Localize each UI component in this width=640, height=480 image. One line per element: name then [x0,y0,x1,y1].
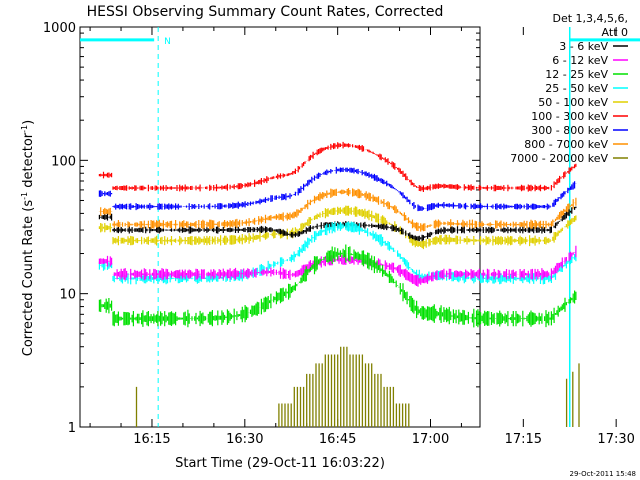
x-tick-label: 16:30 [226,432,263,447]
legend-label: 3 - 6 keV [559,40,608,53]
y-axis-label: Corrected Count Rate (s-1 detector-1) [20,120,36,356]
x-axis-label: Start Time (29-Oct-11 16:03:22) [175,456,385,471]
x-tick-label: 16:15 [133,432,170,447]
saa-marker-label: N [164,37,171,47]
legend-label: 12 - 25 keV [545,68,608,81]
legend-label: 50 - 100 keV [538,96,608,109]
x-tick-label: 17:00 [412,432,449,447]
x-tick-label: 17:30 [597,432,634,447]
series-line [98,166,577,212]
legend-header: Att 0 [602,26,628,39]
legend-label: 25 - 50 keV [545,82,608,95]
y-tick-label: 1000 [43,21,76,36]
series-line [98,188,577,232]
plot-frame [79,26,481,428]
legend-label: 7000 - 20000 keV [510,152,608,165]
series-line [98,205,577,250]
axes: 16:15 16:30 16:45 17:00 17:15 17:30 1 10 100 1000 [43,21,635,447]
x-tick-label: 17:15 [505,432,542,447]
chart-title: HESSI Observing Summary Count Rates, Cor… [87,4,444,20]
y-tick-label: 10 [59,288,76,303]
plot-area: N [80,27,640,427]
legend-label: 6 - 12 keV [552,54,608,67]
legend-label: 800 - 7000 keV [524,138,608,151]
y-tick-label: 100 [51,154,76,169]
series-line [98,244,577,328]
series-line-7000-20000 [135,346,580,427]
legend-header: Det 1,3,4,5,6, [552,12,628,25]
series-line [98,141,577,192]
timestamp: 29-Oct-2011 15:48 [570,470,636,478]
series-line [98,206,577,242]
y-tick-label: 1 [68,421,76,436]
x-tick-label: 16:45 [319,432,356,447]
